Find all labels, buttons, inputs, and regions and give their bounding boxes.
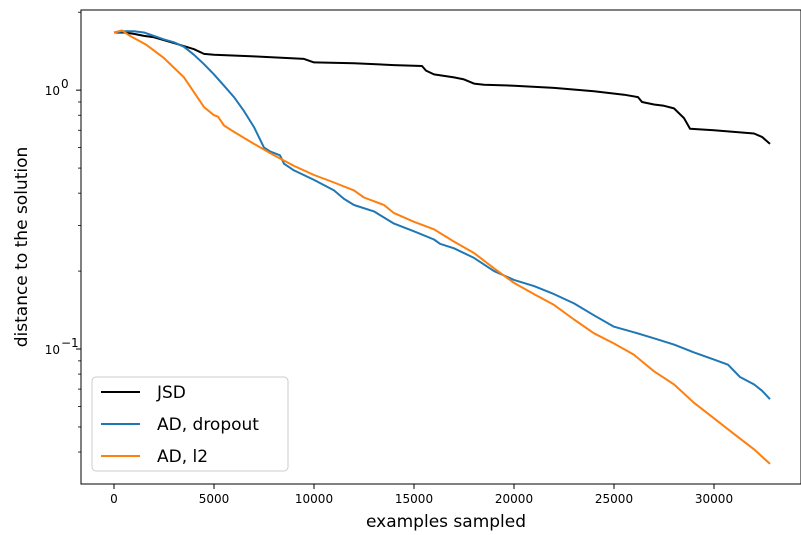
x-axis-label: examples sampled xyxy=(366,512,526,532)
x-tick-label: 0 xyxy=(110,492,118,506)
x-axis-ticks: 0 5000 10000 15000 20000 25000 30000 xyxy=(110,484,733,506)
plot-frame xyxy=(80,9,801,485)
legend-label-ad-dropout: AD, dropout xyxy=(157,415,259,435)
legend-label-ad-l2: AD, l2 xyxy=(157,447,208,467)
x-tick-label: 30000 xyxy=(695,492,733,506)
x-tick-label: 10000 xyxy=(295,492,333,506)
series-line-ad-l2 xyxy=(113,29,771,465)
series-lines xyxy=(113,29,771,465)
legend-box xyxy=(91,376,289,472)
x-tick-label: 25000 xyxy=(595,492,633,506)
legend-label-jsd: JSD xyxy=(156,383,186,403)
y-tick-label: 10 xyxy=(45,84,60,98)
series-line-ad-dropout xyxy=(113,30,771,400)
y-tick-label: 10 xyxy=(45,343,60,357)
series-line-jsd xyxy=(114,31,771,145)
x-tick-label: 15000 xyxy=(395,492,433,506)
y-tick-exponent: −1 xyxy=(61,336,79,350)
x-tick-label: 5000 xyxy=(199,492,230,506)
x-tick-label: 20000 xyxy=(495,492,533,506)
y-tick-exponent: 0 xyxy=(61,77,69,91)
y-axis-label: distance to the solution xyxy=(12,147,32,348)
legend: JSD AD, dropout AD, l2 xyxy=(91,376,289,472)
